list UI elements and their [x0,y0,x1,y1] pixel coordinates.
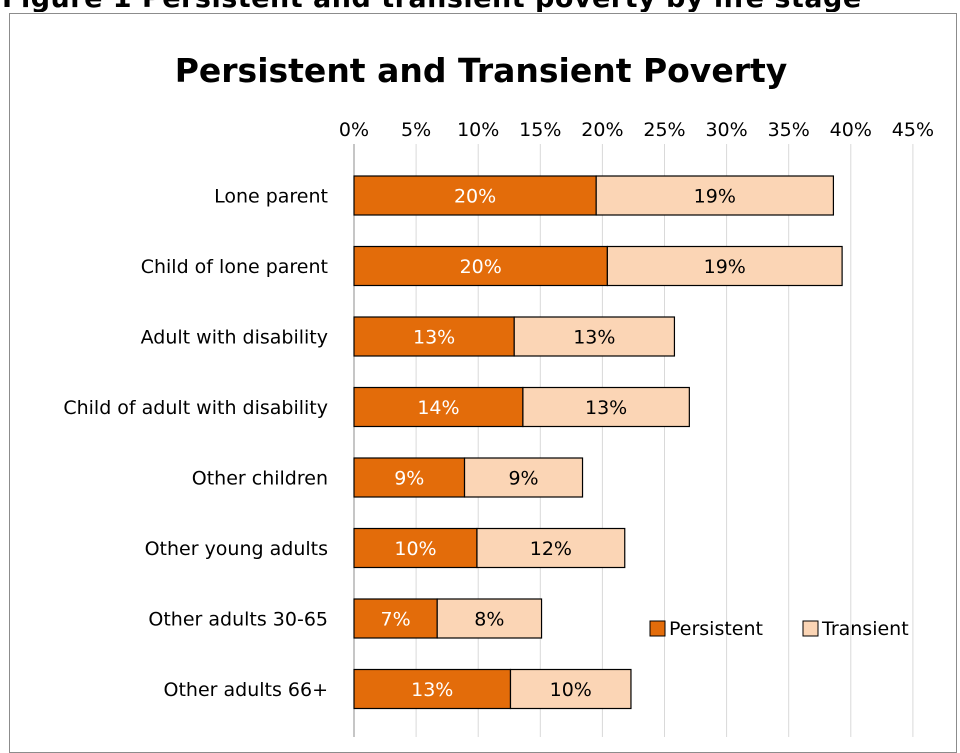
x-tick-label: 30% [705,119,747,141]
category-label: Child of lone parent [141,256,328,278]
category-label: Other adults 30-65 [148,609,328,631]
gridlines [353,144,914,737]
bar-transient [463,457,584,498]
bar-transient [436,598,543,639]
bar-persistent [353,668,512,710]
page-header-text: Figure 1 Persistent and transient povert… [2,0,862,12]
legend-label: Transient [821,618,909,640]
bar-transient [606,245,843,287]
data-label: 10% [394,538,436,560]
chart-frame: Persistent and Transient Poverty 0% 5% 10%… [9,13,957,753]
data-label: 10% [550,679,592,701]
data-label: 13% [585,397,627,419]
data-label: 14% [417,397,459,419]
x-tick-label: 25% [643,119,685,141]
legend-label: Persistent [669,618,763,640]
bar-transient [509,668,632,710]
data-label: 9% [394,468,424,490]
page-header: Figure 1 Persistent and transient povert… [0,0,960,12]
data-label: 13% [413,327,455,349]
data-label: 20% [460,256,502,278]
bar-transient [476,527,626,569]
legend-swatch [649,620,666,637]
category-label: Child of adult with disability [63,397,328,419]
bars: 20% 19% 20% 19% 13% 13% 14% 13% 9% 9% 10% 12% 7% 8% 13… [353,175,843,710]
data-label: 20% [454,186,496,208]
x-tick-label: 45% [892,119,934,141]
x-tick-label: 5% [401,119,431,141]
data-label: 19% [694,186,736,208]
category-label: Other young adults [145,538,328,560]
bar-persistent [353,386,524,428]
legend-swatch [802,620,819,637]
bar-transient [595,175,835,216]
chart: Persistent and Transient Poverty 0% 5% 10%… [63,51,934,737]
x-tick-label: 0% [339,119,369,141]
category-labels: Lone parent Child of lone parent Adult wit… [63,186,328,702]
data-label: 12% [530,538,572,560]
x-tick-label: 20% [581,119,623,141]
category-label: Other children [192,468,328,490]
data-label: 7% [381,609,411,631]
bar-persistent [353,527,478,569]
legend: Persistent Transient [649,618,909,640]
category-label: Adult with disability [141,327,328,349]
x-tick-label: 35% [768,119,810,141]
data-label: 9% [508,468,538,490]
chart-title: Persistent and Transient Poverty [175,51,788,90]
category-label: Lone parent [214,186,328,208]
bar-persistent [353,175,597,216]
x-tick-label: 40% [830,119,872,141]
data-label: 13% [573,327,615,349]
bar-transient [513,316,676,357]
bar-persistent [353,598,438,639]
x-tick-label: 10% [457,119,499,141]
bar-transient [522,386,690,428]
bar-persistent [353,316,515,357]
bar-persistent [353,457,466,498]
data-label: 19% [704,256,746,278]
data-label: 8% [474,609,504,631]
category-label: Other adults 66+ [164,679,329,701]
x-axis-ticks: 0% 5% 10% 15% 20% 25% 30% 35% 40% 45% [339,119,934,141]
data-label: 13% [411,679,453,701]
x-tick-label: 15% [519,119,561,141]
